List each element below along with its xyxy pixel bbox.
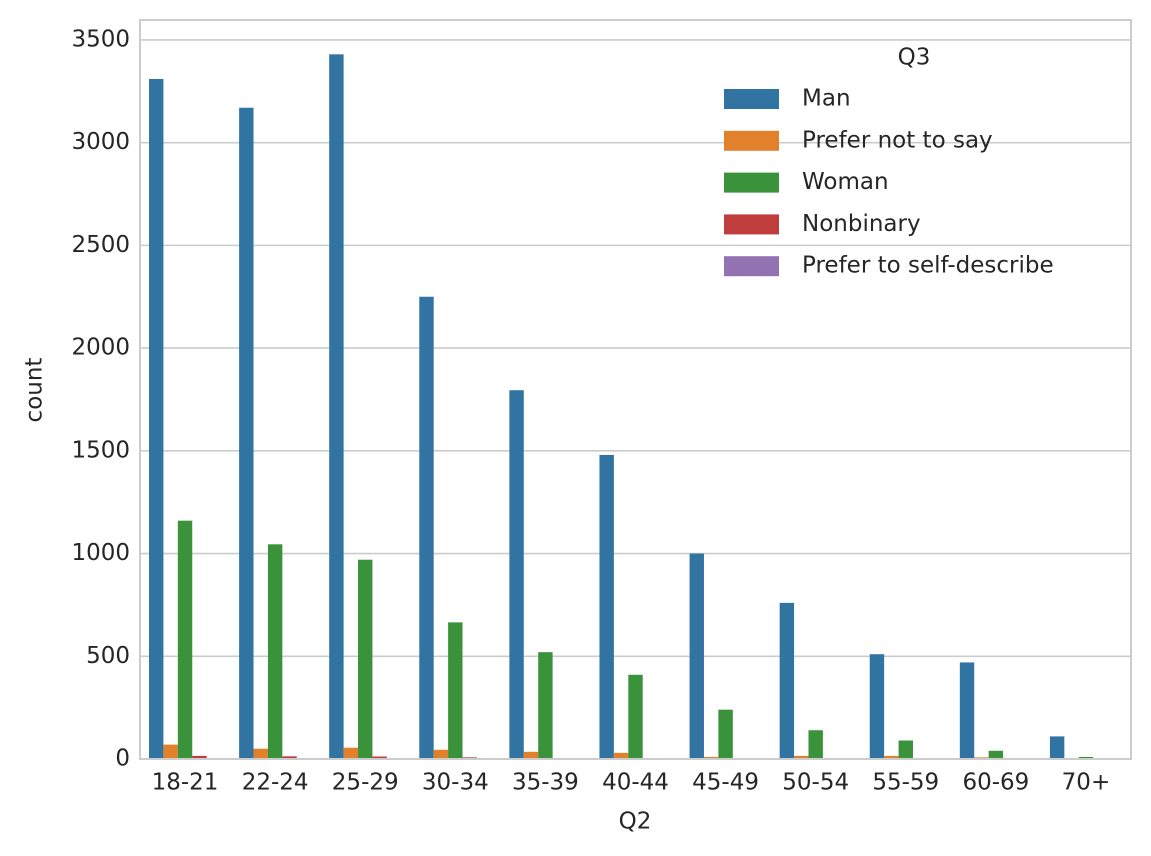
bar: [149, 78, 164, 759]
x-tick-label: 60-69: [962, 770, 1029, 796]
y-tick-label: 2500: [71, 232, 130, 258]
legend-label: Prefer to self-describe: [802, 253, 1054, 279]
bar: [613, 752, 629, 759]
y-tick-label: 0: [115, 746, 130, 772]
bar: [779, 602, 795, 759]
legend-swatch: [724, 89, 779, 109]
y-tick-label: 3000: [71, 129, 130, 155]
y-axis-label: count: [22, 358, 48, 423]
legend-label: Man: [802, 86, 851, 112]
plot-frame: [139, 19, 1132, 760]
bar: [988, 750, 1004, 759]
y-tick-label: 1000: [71, 540, 130, 566]
y-tick-label: 2000: [71, 335, 130, 361]
bar: [523, 751, 539, 759]
bar: [808, 730, 823, 759]
bar: [1078, 756, 1094, 759]
y-tick-label: 3500: [71, 26, 130, 52]
y-tick-label: 500: [86, 643, 130, 669]
bar: [253, 748, 268, 759]
bar: [538, 652, 553, 759]
legend-label: Woman: [802, 169, 889, 195]
x-tick-label: 22-24: [242, 770, 309, 796]
bar: [177, 520, 193, 759]
bar: [192, 755, 207, 759]
x-tick-label: 25-29: [332, 770, 399, 796]
bar: [869, 654, 885, 759]
x-tick-label: 55-59: [872, 770, 939, 796]
x-tick-label: 40-44: [602, 770, 669, 796]
bar: [419, 296, 434, 759]
legend-swatch: [724, 172, 779, 193]
legend-label: Nonbinary: [802, 211, 921, 237]
x-tick-label: 70+: [1062, 770, 1111, 796]
bar: [718, 709, 733, 759]
bar: [689, 553, 704, 759]
y-tick-label: 1500: [71, 437, 130, 463]
x-axis-label: Q2: [619, 809, 652, 835]
bar: [343, 747, 359, 759]
bar: [1049, 736, 1065, 759]
bar: [358, 559, 373, 759]
bar: [794, 755, 809, 759]
bar: [267, 544, 283, 759]
bar: [509, 390, 524, 759]
x-tick-label: 30-34: [422, 770, 489, 796]
legend-swatch: [724, 214, 779, 235]
bar: [163, 744, 178, 759]
bar: [884, 755, 899, 759]
bar: [703, 756, 719, 759]
bar: [329, 54, 344, 759]
bar: [282, 756, 297, 759]
bar: [628, 674, 643, 759]
bar: [959, 662, 975, 759]
bar: [239, 107, 254, 760]
bar: [898, 740, 913, 759]
x-tick-label: 35-39: [512, 770, 579, 796]
bar: [372, 756, 387, 759]
x-tick-label: 50-54: [782, 770, 849, 796]
bar: [599, 454, 614, 759]
legend-swatch: [724, 130, 779, 151]
x-tick-label: 45-49: [692, 770, 759, 796]
legend-swatch: [724, 256, 779, 277]
bar: [448, 622, 463, 759]
legend-label: Prefer not to say: [802, 127, 993, 153]
x-tick-label: 18-21: [152, 770, 219, 796]
legend-title: Q3: [898, 45, 931, 71]
bar: [433, 749, 449, 759]
